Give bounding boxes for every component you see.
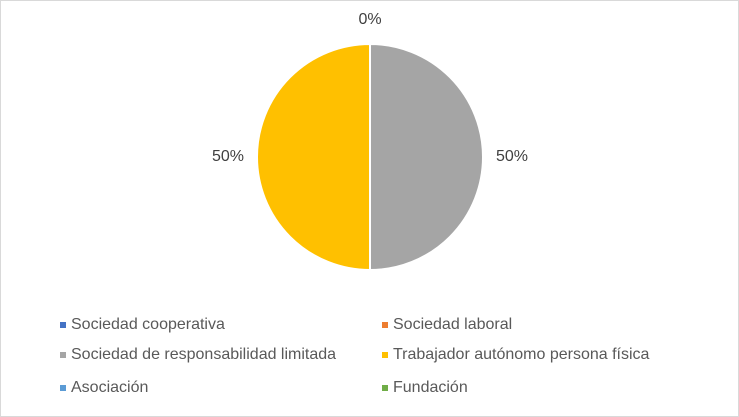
legend-swatch [60, 385, 66, 391]
legend-swatch [60, 352, 66, 358]
legend-item: Asociación [60, 379, 148, 397]
legend-label: Sociedad de responsabilidad limitada [71, 346, 337, 363]
legend-item: Trabajador autónomo persona física [382, 346, 649, 364]
legend-swatch [382, 385, 388, 391]
legend-label: Fundación [393, 379, 468, 396]
legend-item: Fundación [382, 379, 468, 397]
legend-label: Trabajador autónomo persona física [393, 346, 650, 363]
data-label: 50% [495, 148, 529, 165]
legend-item: Sociedad laboral [382, 316, 512, 334]
legend-label: Sociedad cooperativa [71, 316, 225, 333]
legend-label: Asociación [71, 379, 149, 396]
data-label: 0% [358, 11, 382, 28]
legend-swatch [382, 352, 388, 358]
legend-swatch [382, 322, 388, 328]
legend-swatch [60, 322, 66, 328]
pie-slice [256, 42, 371, 272]
legend-item: Sociedad de responsabilidad limitada [60, 346, 336, 364]
data-label: 50% [211, 148, 245, 165]
legend-item: Sociedad cooperativa [60, 316, 225, 334]
pie-slice [369, 42, 484, 272]
legend-label: Sociedad laboral [393, 316, 513, 333]
